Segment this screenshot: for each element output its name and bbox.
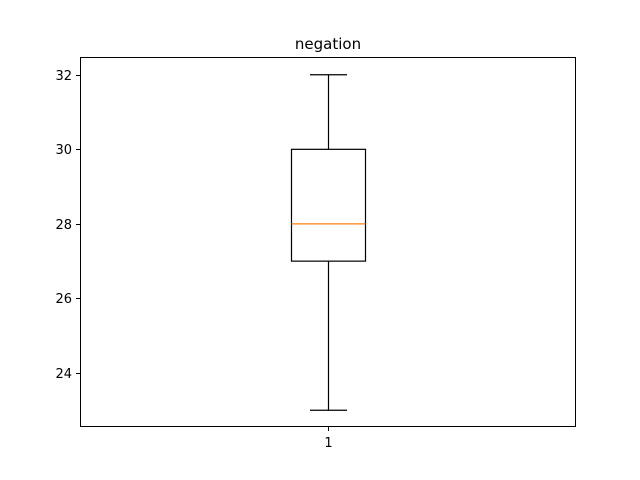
box-iqr	[290, 148, 367, 262]
plot-area: 24 26 28 30 32 1	[55, 69, 367, 451]
chart-title: negation	[295, 35, 361, 53]
y-tick-label-28: 28	[55, 218, 72, 233]
y-tick-label-30: 30	[55, 143, 72, 158]
y-tick-label-32: 32	[55, 69, 72, 84]
y-tick-label-26: 26	[55, 292, 72, 307]
x-tick-label-1: 1	[324, 436, 332, 451]
y-tick-label-24: 24	[55, 367, 72, 382]
axes-frame	[80, 57, 576, 427]
